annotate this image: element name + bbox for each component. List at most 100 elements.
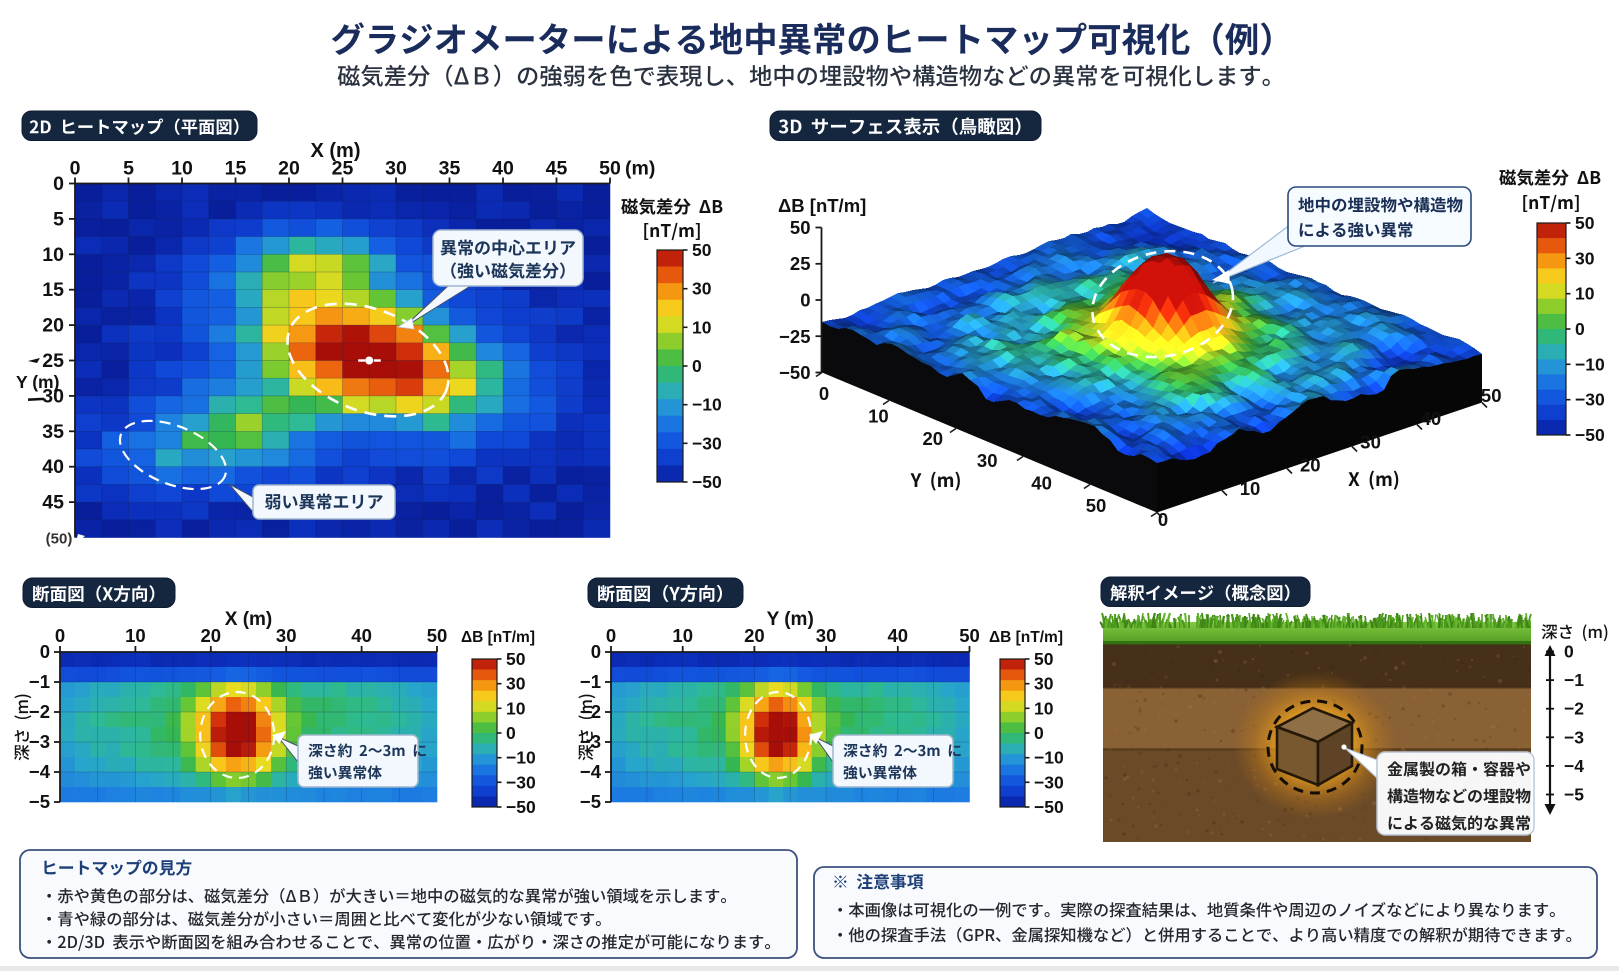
svg-text:10: 10 bbox=[1575, 284, 1595, 304]
svg-text:0: 0 bbox=[591, 641, 601, 662]
svg-text:ΔB [nT/m]: ΔB [nT/m] bbox=[778, 195, 866, 216]
svg-text:50: 50 bbox=[959, 625, 980, 646]
svg-text:35: 35 bbox=[439, 158, 461, 180]
svg-text:−1: −1 bbox=[580, 671, 601, 692]
svg-text:0: 0 bbox=[70, 158, 81, 180]
svg-text:0: 0 bbox=[692, 356, 702, 376]
svg-text:−10: −10 bbox=[1034, 748, 1064, 768]
svg-text:−50: −50 bbox=[779, 362, 810, 383]
svg-text:20: 20 bbox=[923, 428, 944, 449]
svg-text:30: 30 bbox=[42, 385, 64, 407]
svg-text:0: 0 bbox=[506, 723, 516, 743]
svg-text:Y (m): Y (m) bbox=[16, 372, 59, 392]
svg-text:ΔB [nT/m]: ΔB [nT/m] bbox=[989, 629, 1063, 646]
svg-text:X (m): X (m) bbox=[225, 609, 273, 630]
svg-text:20: 20 bbox=[744, 625, 765, 646]
svg-text:35: 35 bbox=[42, 421, 64, 443]
svg-text:−2: −2 bbox=[29, 701, 50, 722]
svg-text:−50: −50 bbox=[1034, 797, 1064, 817]
svg-text:−4: −4 bbox=[580, 761, 602, 782]
svg-text:10: 10 bbox=[1034, 698, 1054, 718]
svg-text:25: 25 bbox=[332, 158, 354, 180]
svg-text:(m): (m) bbox=[625, 158, 655, 180]
svg-text:15: 15 bbox=[42, 279, 64, 301]
svg-text:30: 30 bbox=[816, 625, 837, 646]
svg-text:50: 50 bbox=[1034, 649, 1054, 669]
svg-text:30: 30 bbox=[385, 158, 407, 180]
svg-text:20: 20 bbox=[201, 625, 222, 646]
svg-text:−5: −5 bbox=[29, 791, 50, 812]
svg-text:10: 10 bbox=[1240, 478, 1261, 499]
svg-text:20: 20 bbox=[1300, 455, 1321, 476]
svg-text:45: 45 bbox=[546, 158, 568, 180]
svg-text:−50: −50 bbox=[692, 472, 722, 492]
svg-text:10: 10 bbox=[868, 405, 889, 426]
svg-text:ΔB [nT/m]: ΔB [nT/m] bbox=[461, 629, 535, 646]
svg-text:30: 30 bbox=[977, 450, 998, 471]
svg-text:0: 0 bbox=[55, 625, 65, 646]
svg-text:−50: −50 bbox=[1575, 425, 1605, 445]
svg-text:30: 30 bbox=[692, 279, 712, 299]
svg-text:0: 0 bbox=[53, 173, 64, 195]
svg-text:20: 20 bbox=[278, 158, 300, 180]
svg-text:−3: −3 bbox=[1564, 727, 1584, 747]
svg-text:−5: −5 bbox=[580, 791, 601, 812]
svg-text:0: 0 bbox=[800, 290, 810, 311]
svg-text:50: 50 bbox=[790, 217, 811, 238]
svg-text:40: 40 bbox=[351, 625, 372, 646]
svg-text:20: 20 bbox=[42, 315, 64, 337]
svg-text:0: 0 bbox=[1158, 509, 1168, 530]
svg-text:30: 30 bbox=[276, 625, 297, 646]
svg-text:0: 0 bbox=[40, 641, 50, 662]
svg-text:50: 50 bbox=[1086, 495, 1107, 516]
svg-text:50: 50 bbox=[1481, 385, 1502, 406]
svg-text:−4: −4 bbox=[1564, 756, 1584, 776]
svg-text:10: 10 bbox=[692, 317, 712, 337]
svg-text:−1: −1 bbox=[29, 671, 50, 692]
svg-text:−3: −3 bbox=[580, 731, 601, 752]
svg-text:50: 50 bbox=[506, 649, 526, 669]
svg-text:−30: −30 bbox=[692, 433, 722, 453]
svg-text:40: 40 bbox=[888, 625, 909, 646]
svg-text:0: 0 bbox=[1564, 642, 1574, 662]
svg-text:−30: −30 bbox=[1575, 390, 1605, 410]
svg-text:50: 50 bbox=[427, 625, 448, 646]
svg-text:0: 0 bbox=[1034, 723, 1044, 743]
svg-text:−5: −5 bbox=[1564, 785, 1584, 805]
svg-text:50: 50 bbox=[692, 240, 712, 260]
svg-text:30: 30 bbox=[1360, 431, 1381, 452]
svg-text:0: 0 bbox=[819, 383, 829, 404]
svg-text:50: 50 bbox=[1575, 213, 1595, 233]
svg-text:30: 30 bbox=[506, 674, 526, 694]
svg-text:10: 10 bbox=[171, 158, 193, 180]
svg-text:0: 0 bbox=[606, 625, 616, 646]
svg-text:(50): (50) bbox=[46, 531, 73, 548]
svg-text:10: 10 bbox=[42, 244, 64, 266]
svg-text:15: 15 bbox=[225, 158, 247, 180]
svg-text:5: 5 bbox=[123, 158, 134, 180]
svg-text:30: 30 bbox=[1575, 248, 1595, 268]
svg-text:X (m): X (m) bbox=[311, 140, 361, 162]
svg-text:50: 50 bbox=[599, 158, 621, 180]
svg-text:40: 40 bbox=[1031, 473, 1052, 494]
svg-text:10: 10 bbox=[672, 625, 693, 646]
svg-text:0: 0 bbox=[1575, 319, 1585, 339]
svg-text:45: 45 bbox=[42, 492, 64, 514]
svg-text:−30: −30 bbox=[1034, 772, 1064, 792]
svg-text:−4: −4 bbox=[29, 761, 51, 782]
svg-text:30: 30 bbox=[1034, 674, 1054, 694]
svg-text:40: 40 bbox=[492, 158, 514, 180]
svg-text:25: 25 bbox=[790, 253, 811, 274]
svg-text:−2: −2 bbox=[1564, 699, 1584, 719]
svg-text:−1: −1 bbox=[1564, 670, 1584, 690]
svg-text:−50: −50 bbox=[506, 797, 536, 817]
svg-text:−30: −30 bbox=[506, 772, 536, 792]
svg-text:Y (m): Y (m) bbox=[767, 609, 814, 630]
svg-text:10: 10 bbox=[506, 698, 526, 718]
svg-text:10: 10 bbox=[125, 625, 146, 646]
svg-text:40: 40 bbox=[1421, 408, 1442, 429]
svg-text:25: 25 bbox=[42, 350, 64, 372]
svg-text:−25: −25 bbox=[779, 326, 810, 347]
svg-text:−3: −3 bbox=[29, 731, 50, 752]
svg-text:−10: −10 bbox=[506, 748, 536, 768]
